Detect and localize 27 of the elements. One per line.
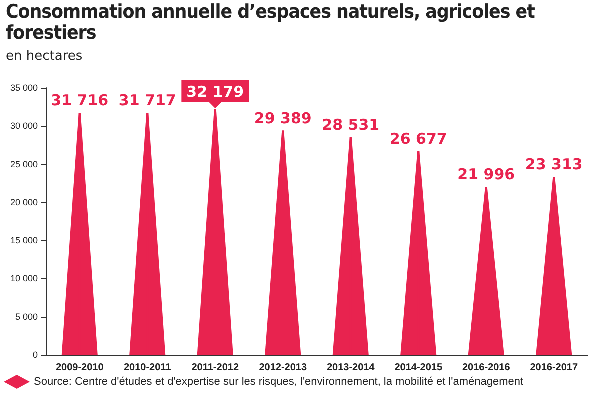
data-label: 31 716	[51, 92, 109, 110]
y-tick-label: 10 000	[10, 274, 38, 284]
data-label: 26 677	[390, 130, 448, 148]
data-label: 31 717	[118, 92, 176, 110]
y-tick-label: 20 000	[10, 197, 38, 208]
x-tick-label: 2009-2010	[56, 362, 104, 374]
chart-subtitle: en hectares	[6, 49, 83, 64]
data-label: 28 531	[322, 116, 380, 134]
y-tick-label: 35 000	[10, 83, 38, 93]
chart-title: Consommation annuelle d’espaces naturels, agricoles et forestiers	[6, 1, 536, 44]
y-tick-label: 15 000	[10, 236, 38, 246]
y-tick-label: 30 000	[10, 121, 38, 132]
x-tick-label: 2012-2013	[259, 362, 308, 374]
x-tick-label: 2016-2017	[530, 362, 578, 374]
x-tick-label: 2011-2012	[192, 362, 240, 374]
data-label: 29 389	[254, 109, 312, 128]
data-label: 32 179	[186, 83, 244, 102]
y-tick-label: 5 000	[15, 312, 38, 322]
x-tick-label: 2016-2016	[462, 362, 511, 374]
x-tick-label: 2014-2015	[394, 362, 443, 374]
source-note: Source: Centre d'études et d'expertise sur les risques, l'environnement, la mobilité et l'aménagement	[34, 376, 524, 388]
y-tick-label: 25 000	[10, 159, 38, 170]
y-tick-label: 0	[32, 350, 38, 360]
x-tick-label: 2013-2014	[326, 362, 376, 374]
data-label: 21 996	[458, 166, 516, 184]
x-tick-label: 2010-2011	[124, 362, 172, 374]
data-label: 23 313	[525, 156, 583, 174]
